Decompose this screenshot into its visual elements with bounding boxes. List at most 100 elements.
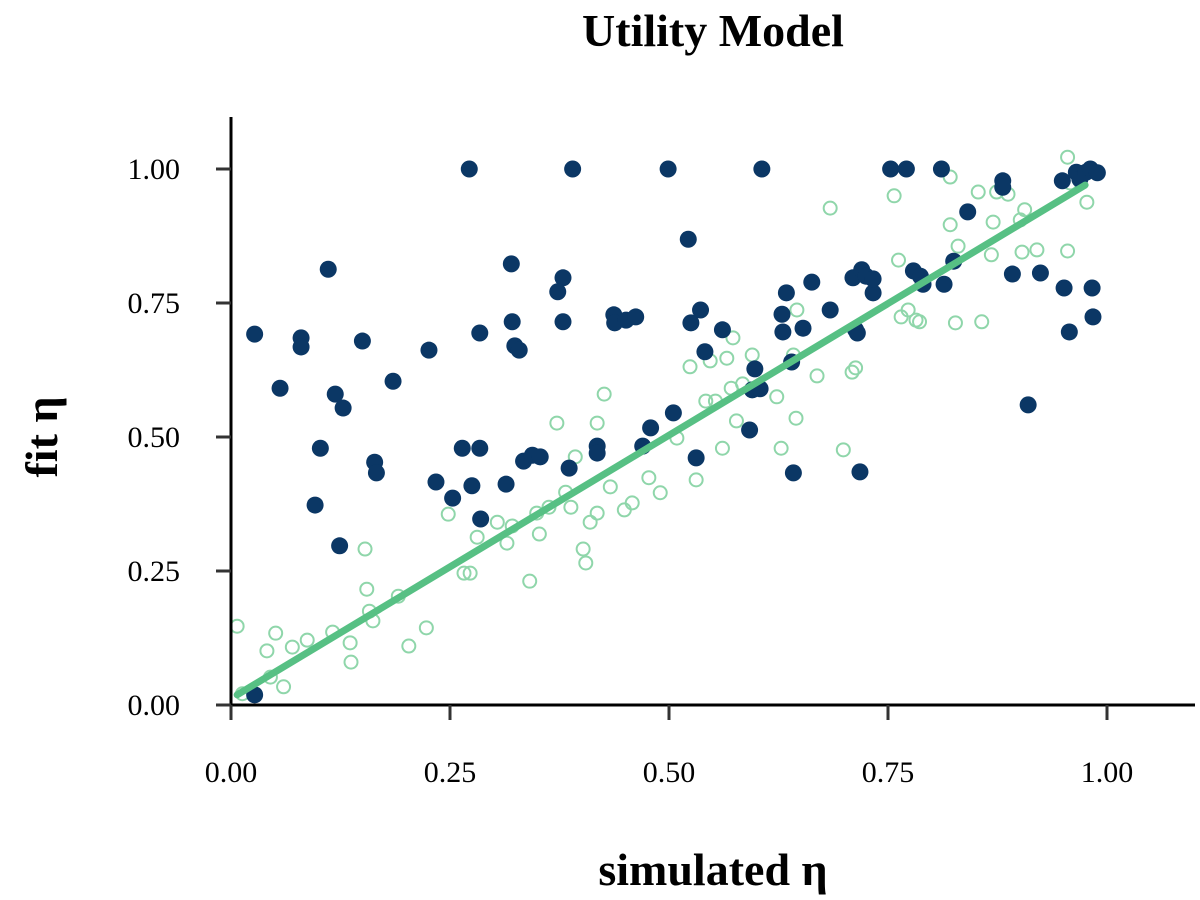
filled-data-point bbox=[1060, 323, 1078, 341]
open-data-point bbox=[641, 470, 657, 486]
open-data-point bbox=[985, 214, 1001, 230]
filled-data-point bbox=[510, 341, 528, 359]
open-data-point bbox=[1017, 202, 1033, 218]
filled-data-point bbox=[773, 305, 791, 323]
filled-data-point bbox=[932, 160, 950, 178]
filled-data-point bbox=[271, 379, 289, 397]
open-data-point bbox=[418, 620, 434, 636]
filled-points-layer bbox=[246, 160, 1106, 704]
open-data-point bbox=[578, 555, 594, 571]
open-data-point bbox=[522, 573, 538, 589]
filled-data-point bbox=[311, 439, 329, 457]
open-data-point bbox=[822, 200, 838, 216]
filled-data-point bbox=[502, 255, 520, 273]
filled-data-point bbox=[1019, 396, 1037, 414]
filled-data-point bbox=[627, 308, 645, 326]
open-data-point bbox=[891, 252, 907, 268]
chart-title: Utility Model bbox=[582, 5, 844, 56]
filled-data-point bbox=[246, 325, 264, 343]
filled-data-point bbox=[326, 385, 344, 403]
filled-data-point bbox=[1055, 279, 1073, 297]
filled-data-point bbox=[803, 273, 821, 291]
open-data-point bbox=[1060, 149, 1076, 165]
filled-data-point bbox=[1003, 265, 1021, 283]
filled-data-point bbox=[642, 419, 660, 437]
filled-data-point bbox=[774, 323, 792, 341]
filled-data-point bbox=[753, 160, 771, 178]
open-data-point bbox=[974, 314, 990, 330]
filled-data-point bbox=[497, 475, 515, 493]
filled-data-point bbox=[696, 343, 714, 361]
open-data-point bbox=[616, 502, 632, 518]
open-data-point bbox=[589, 505, 605, 521]
filled-data-point bbox=[1088, 164, 1106, 182]
open-data-point bbox=[563, 499, 579, 515]
filled-data-point bbox=[554, 313, 572, 331]
open-data-point bbox=[789, 302, 805, 318]
x-axis-label: simulated η bbox=[598, 844, 827, 895]
x-tick-label: 0.00 bbox=[205, 756, 258, 789]
open-data-point bbox=[582, 514, 598, 530]
x-tick-label: 1.00 bbox=[1081, 756, 1134, 789]
filled-data-point bbox=[777, 284, 795, 302]
open-data-point bbox=[456, 565, 472, 581]
open-data-point bbox=[342, 635, 358, 651]
open-data-point bbox=[462, 565, 478, 581]
filled-data-point bbox=[713, 321, 731, 339]
open-data-point bbox=[970, 184, 986, 200]
open-data-point bbox=[688, 472, 704, 488]
filled-data-point bbox=[682, 314, 700, 332]
filled-data-point bbox=[882, 160, 900, 178]
filled-data-point bbox=[746, 360, 764, 378]
open-data-point bbox=[809, 368, 825, 384]
filled-data-point bbox=[794, 319, 812, 337]
filled-data-point bbox=[564, 160, 582, 178]
filled-data-point bbox=[784, 464, 802, 482]
y-tick-label: 0.75 bbox=[128, 287, 181, 320]
open-data-point bbox=[769, 389, 785, 405]
filled-data-point bbox=[554, 269, 572, 287]
filled-data-point bbox=[420, 341, 438, 359]
filled-data-point bbox=[664, 404, 682, 422]
open-data-point bbox=[440, 506, 456, 522]
open-data-point bbox=[589, 415, 605, 431]
filled-data-point bbox=[1031, 264, 1049, 282]
filled-data-point bbox=[472, 510, 490, 528]
open-data-point bbox=[848, 360, 864, 376]
open-data-point bbox=[835, 442, 851, 458]
filled-data-point bbox=[588, 444, 606, 462]
open-data-point bbox=[725, 330, 741, 346]
filled-data-point bbox=[560, 459, 578, 477]
filled-data-point bbox=[549, 283, 567, 301]
open-data-point bbox=[596, 386, 612, 402]
open-data-point bbox=[1060, 243, 1076, 259]
filled-data-point bbox=[994, 178, 1012, 196]
open-data-point bbox=[549, 415, 565, 431]
open-data-point bbox=[983, 247, 999, 263]
y-tick-label: 0.25 bbox=[128, 555, 181, 588]
filled-data-point bbox=[444, 489, 462, 507]
filled-data-point bbox=[1083, 279, 1101, 297]
open-data-point bbox=[575, 541, 591, 557]
open-data-point bbox=[844, 364, 860, 380]
open-data-point bbox=[259, 643, 275, 659]
filled-data-point bbox=[897, 160, 915, 178]
open-data-point bbox=[602, 479, 618, 495]
filled-data-point bbox=[471, 324, 489, 342]
filled-data-point bbox=[427, 473, 445, 491]
filled-data-point bbox=[453, 439, 471, 457]
open-data-point bbox=[744, 347, 760, 363]
y-tick-label: 1.00 bbox=[128, 153, 181, 186]
open-data-point bbox=[469, 529, 485, 545]
open-data-point bbox=[299, 632, 315, 648]
filled-data-point bbox=[864, 270, 882, 288]
open-data-point bbox=[359, 581, 375, 597]
filled-data-point bbox=[319, 260, 337, 278]
filled-data-point bbox=[741, 421, 759, 439]
open-data-point bbox=[698, 393, 714, 409]
open-data-point bbox=[284, 639, 300, 655]
fit-line bbox=[233, 181, 1089, 699]
open-data-point bbox=[728, 413, 744, 429]
x-tick-label: 0.50 bbox=[643, 756, 696, 789]
